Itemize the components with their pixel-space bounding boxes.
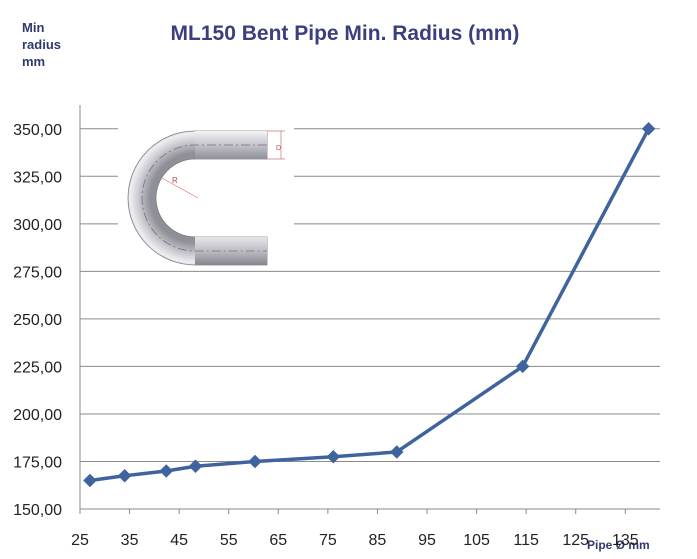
y-tick-label: 150,00: [13, 502, 62, 519]
y-tick-label: 325,00: [13, 169, 62, 186]
y-tick-label: 300,00: [13, 217, 62, 234]
data-point-marker: [641, 121, 656, 136]
data-point-marker: [515, 359, 530, 374]
x-tick-label: 95: [418, 532, 436, 549]
data-point-marker: [83, 473, 97, 488]
x-tick-label: 55: [220, 532, 238, 549]
y-axis-label-line-3: mm: [22, 54, 45, 69]
series-radius: [83, 121, 656, 488]
data-point-marker: [389, 445, 404, 459]
y-tick-label: 225,00: [13, 359, 62, 376]
data-point-marker: [159, 464, 174, 478]
radius-symbol-label: R: [172, 176, 178, 185]
x-tick-label: 75: [319, 532, 337, 549]
chart-title: ML150 Bent Pipe Min. Radius (mm): [171, 22, 520, 45]
y-axis-label-line-1: Min: [22, 20, 44, 35]
x-tick-label: 85: [369, 532, 387, 549]
data-point-marker: [248, 454, 262, 469]
x-tick-label: 45: [170, 532, 188, 549]
x-tick-label: 105: [463, 532, 490, 549]
data-point-marker: [188, 459, 203, 474]
x-tick-label: 125: [562, 532, 589, 549]
y-tick-label: 350,00: [13, 122, 62, 139]
x-tick-label: 65: [269, 532, 287, 549]
x-tick-label: 115: [513, 532, 539, 549]
x-tick-labels: 25 35 45 55 65 75 85 95 105 115 125 135: [71, 509, 639, 549]
bent-pipe-illustration: D R: [118, 124, 294, 270]
diameter-symbol-label: D: [276, 145, 281, 152]
x-axis-label: Pipe Ø mm: [587, 538, 650, 552]
x-tick-label: 135: [612, 532, 639, 549]
data-point-marker: [117, 468, 132, 483]
y-tick-label: 200,00: [13, 407, 62, 424]
y-tick-label: 175,00: [13, 454, 62, 471]
y-axis-label-line-2: radius: [22, 37, 61, 52]
y-tick-label: 250,00: [13, 312, 62, 329]
y-tick-label: 275,00: [13, 264, 62, 281]
x-tick-label: 35: [121, 532, 139, 549]
data-point-marker: [326, 449, 341, 464]
y-tick-labels: 150,00 175,00 200,00 225,00 250,00 275,00 300,…: [13, 122, 62, 519]
x-tick-label: 25: [71, 532, 89, 549]
